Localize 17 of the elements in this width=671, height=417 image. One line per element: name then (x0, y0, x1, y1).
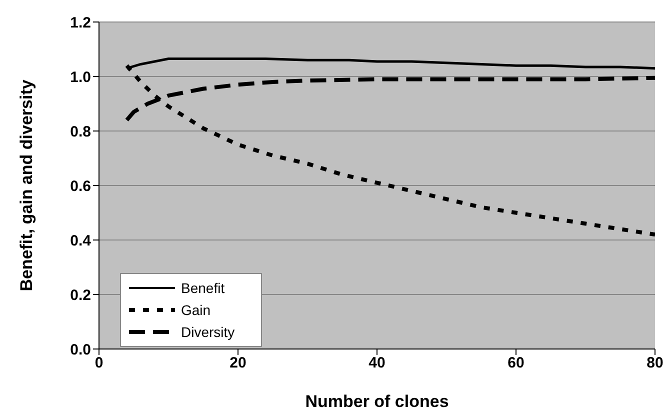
y-tick-label: 0.0 (70, 341, 91, 358)
x-tick-label: 0 (94, 354, 104, 372)
y-tick-label: 1.2 (70, 14, 91, 32)
legend-label: Diversity (181, 324, 235, 340)
y-axis-title: Benefit, gain and diversity (17, 79, 36, 292)
x-tick-label: 60 (508, 354, 524, 372)
x-tick-label: 40 (368, 354, 386, 372)
y-tick-label: 1.0 (70, 68, 91, 86)
y-tick-label: 0.8 (70, 123, 91, 140)
legend-label: Benefit (181, 280, 225, 296)
y-tick-label: 0.4 (70, 232, 92, 250)
legend-label: Gain (181, 302, 211, 318)
x-tick-label: 80 (646, 354, 664, 372)
x-tick-label: 20 (230, 354, 246, 372)
y-tick-label: 0.2 (70, 286, 91, 304)
x-axis-title: Number of clones (305, 392, 449, 411)
y-tick-label: 0.6 (70, 178, 91, 195)
